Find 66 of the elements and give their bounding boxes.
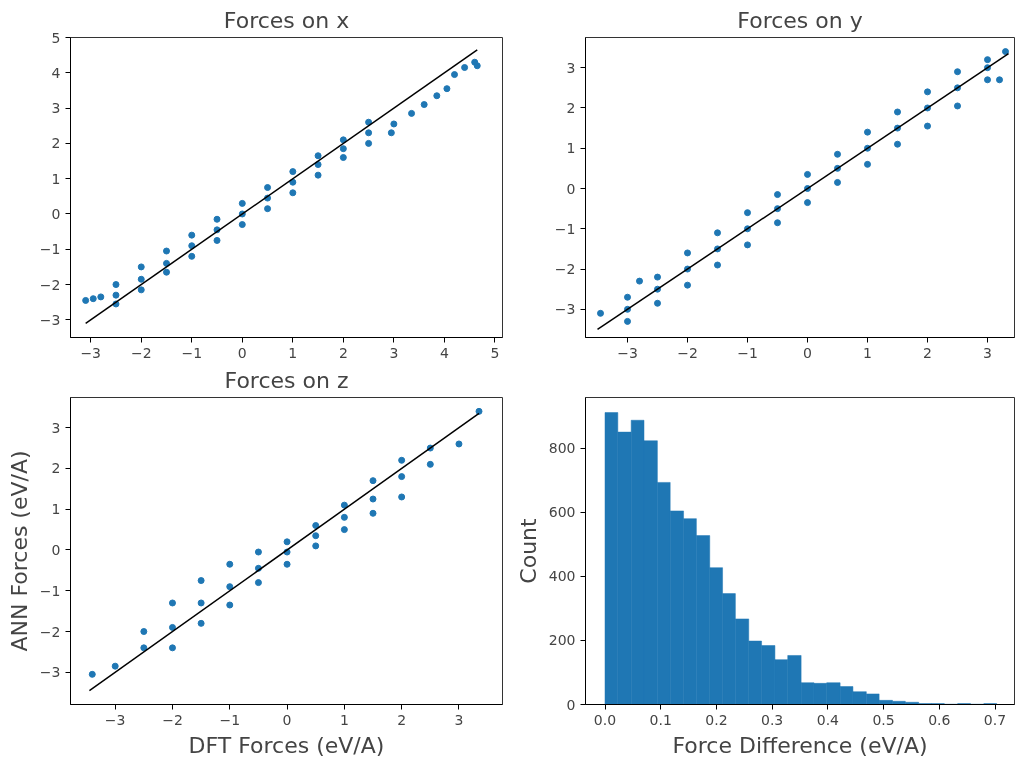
x-tick-label: −3 [104,711,126,728]
x-tick-label: 1 [339,711,349,728]
x-tick-label: 2 [923,344,932,361]
y-tick-label: −3 [39,311,61,328]
x-tick-label: −2 [130,344,152,361]
y-tick-label: 4 [51,64,61,81]
y-tick-label: −3 [554,301,576,318]
x-tick-label: 0.1 [649,711,672,728]
x-tick-label: 0.3 [761,711,784,728]
y-tick-label: 600 [548,504,576,521]
y-tick-label: 2 [51,135,61,152]
x-tick-label: −1 [219,711,241,728]
y-tick-label: −2 [39,623,61,640]
x-tick-label: 3 [389,344,399,361]
y-tick-label: 1 [51,501,61,518]
y-axis-title: ANN Forces (eV/A) [6,450,32,652]
x-tick-label: 1 [288,344,298,361]
chart-title: Forces on z [224,367,349,393]
y-tick-label: 1 [566,140,576,157]
y-tick-label: 5 [51,29,61,46]
y-axis-title: Count [515,517,541,584]
x-tick-label: 0 [237,344,247,361]
chart-title: Forces on y [737,7,863,33]
y-tick-label: −1 [554,220,576,237]
x-tick-label: 0.5 [872,711,895,728]
x-tick-label: 3 [983,344,992,361]
chart-title: Forces on x [223,7,350,33]
y-tick-label: 1 [51,170,61,187]
y-tick-label: 2 [566,99,576,116]
x-axis-title: DFT Forces (eV/A) [188,732,385,758]
x-tick-label: 0.4 [816,711,840,728]
y-tick-label: 400 [548,568,576,585]
x-axis-title: Force Difference (eV/A) [672,732,928,758]
x-tick-label: 0.0 [593,711,617,728]
x-tick-label: −3 [617,344,638,361]
x-tick-label: 0 [282,711,292,728]
y-tick-label: −2 [39,276,61,293]
x-tick-label: 2 [397,711,407,728]
y-tick-label: −2 [554,261,576,278]
y-tick-label: 200 [548,632,576,649]
x-tick-label: 0.6 [928,711,951,728]
y-tick-label: 2 [51,460,61,477]
x-tick-label: −3 [80,344,102,361]
y-tick-label: 0 [51,205,61,222]
x-tick-label: 3 [454,711,464,728]
y-tick-label: 3 [51,419,61,436]
x-tick-label: 0 [803,344,812,361]
y-tick-label: 0 [566,696,576,713]
x-tick-label: 0.7 [983,711,1007,728]
y-tick-label: 0 [566,180,576,197]
y-tick-label: −1 [39,241,61,258]
x-tick-label: −1 [181,344,203,361]
x-tick-label: −2 [677,344,698,361]
x-tick-label: 4 [439,344,449,361]
y-tick-label: −3 [39,664,61,681]
y-tick-label: 0 [51,541,61,558]
x-tick-label: 5 [490,344,500,361]
y-tick-label: 800 [548,440,576,457]
x-tick-label: −2 [162,711,183,728]
y-tick-label: 3 [566,59,576,76]
x-tick-label: 0.2 [705,711,728,728]
y-tick-label: −1 [39,582,61,599]
x-tick-label: −1 [737,344,758,361]
x-tick-label: 2 [338,344,348,361]
y-tick-label: 3 [51,100,61,117]
x-tick-label: 1 [863,344,872,361]
